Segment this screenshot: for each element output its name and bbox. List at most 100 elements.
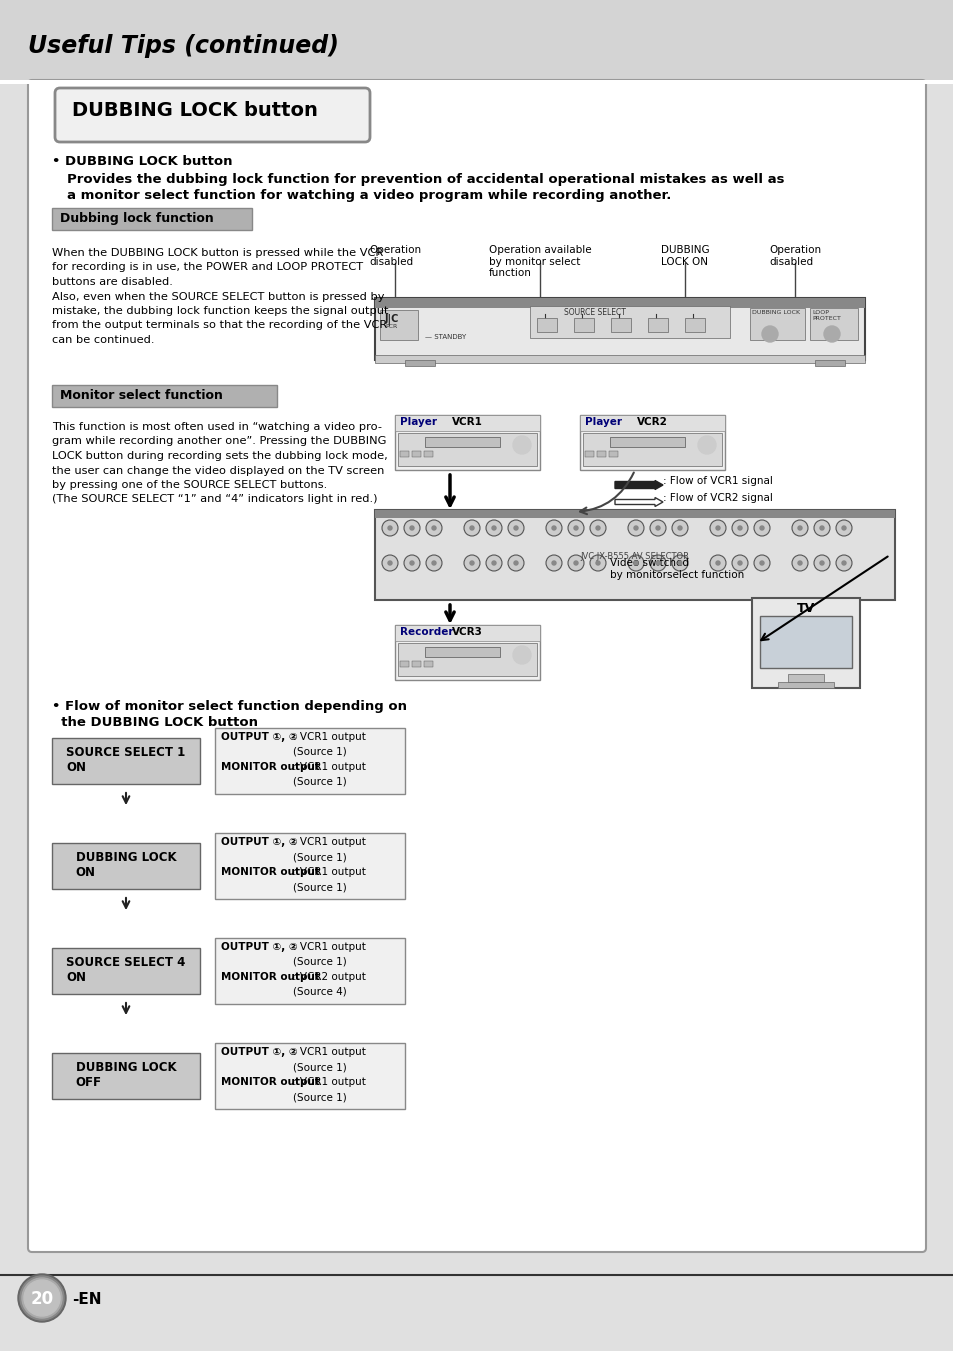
Text: can be continued.: can be continued. xyxy=(52,335,154,345)
Circle shape xyxy=(841,561,845,565)
Bar xyxy=(399,451,409,457)
Text: for recording is in use, the POWER and LOOP PROTECT: for recording is in use, the POWER and L… xyxy=(52,262,363,273)
Bar xyxy=(52,948,200,994)
Circle shape xyxy=(22,1278,62,1319)
Circle shape xyxy=(426,520,441,536)
Circle shape xyxy=(797,526,801,530)
Circle shape xyxy=(574,526,578,530)
Bar xyxy=(395,626,539,680)
Text: OUTPUT ①, ②: OUTPUT ①, ② xyxy=(221,838,297,847)
Text: Dubbing lock function: Dubbing lock function xyxy=(60,212,213,226)
Circle shape xyxy=(485,520,501,536)
Circle shape xyxy=(791,555,807,571)
Bar xyxy=(375,299,864,359)
Circle shape xyxy=(731,520,747,536)
Bar xyxy=(584,451,594,457)
Circle shape xyxy=(656,561,659,565)
Text: — STANDBY: — STANDBY xyxy=(424,334,466,340)
Text: SOURCE SELECT 1
ON: SOURCE SELECT 1 ON xyxy=(67,746,186,774)
Circle shape xyxy=(671,555,687,571)
Bar xyxy=(375,509,894,600)
Circle shape xyxy=(835,520,851,536)
Circle shape xyxy=(567,555,583,571)
Bar xyxy=(582,434,721,466)
Circle shape xyxy=(403,520,419,536)
Circle shape xyxy=(716,526,720,530)
Bar xyxy=(52,385,276,407)
Text: MONITOR output: MONITOR output xyxy=(221,762,319,771)
Circle shape xyxy=(813,520,829,536)
Bar xyxy=(424,647,499,657)
Text: DUBBING LOCK
OFF: DUBBING LOCK OFF xyxy=(75,1061,176,1089)
Circle shape xyxy=(716,561,720,565)
Text: Operation
disabled: Operation disabled xyxy=(369,245,420,266)
Bar xyxy=(809,308,857,340)
Bar xyxy=(610,317,630,332)
Bar xyxy=(579,415,724,431)
Text: LOCK button during recording sets the dubbing lock mode,: LOCK button during recording sets the du… xyxy=(52,451,387,461)
Circle shape xyxy=(678,561,681,565)
Bar xyxy=(375,299,864,308)
Circle shape xyxy=(492,526,496,530)
Text: : VCR1 output: : VCR1 output xyxy=(293,942,366,952)
Text: -EN: -EN xyxy=(71,1292,101,1306)
Circle shape xyxy=(507,520,523,536)
Text: (Source 1): (Source 1) xyxy=(293,1092,346,1102)
Circle shape xyxy=(545,520,561,536)
Bar xyxy=(412,451,420,457)
Text: OUTPUT ①, ②: OUTPUT ①, ② xyxy=(221,942,297,952)
Text: a monitor select function for watching a video program while recording another.: a monitor select function for watching a… xyxy=(67,189,671,203)
Text: OUTPUT ①, ②: OUTPUT ①, ② xyxy=(221,1047,297,1056)
Circle shape xyxy=(589,520,605,536)
Bar xyxy=(397,434,537,466)
Bar xyxy=(530,305,729,338)
Bar xyxy=(423,451,433,457)
Circle shape xyxy=(698,436,716,454)
FancyBboxPatch shape xyxy=(55,88,370,142)
Bar xyxy=(214,1043,405,1109)
Bar xyxy=(537,317,557,332)
Text: DUBBING
LOCK ON: DUBBING LOCK ON xyxy=(660,245,709,266)
Bar xyxy=(395,626,539,640)
Bar xyxy=(0,0,953,82)
FancyArrow shape xyxy=(615,481,662,489)
Circle shape xyxy=(656,526,659,530)
Text: : Flow of VCR2 signal: : Flow of VCR2 signal xyxy=(662,493,772,503)
Circle shape xyxy=(485,555,501,571)
Bar xyxy=(395,415,539,431)
Text: When the DUBBING LOCK button is pressed while the VCR: When the DUBBING LOCK button is pressed … xyxy=(52,249,383,258)
Bar xyxy=(214,728,405,794)
Text: Provides the dubbing lock function for prevention of accidental operational mist: Provides the dubbing lock function for p… xyxy=(67,173,783,186)
Circle shape xyxy=(470,526,474,530)
Bar xyxy=(405,359,435,366)
Circle shape xyxy=(514,526,517,530)
Text: Operation
disabled: Operation disabled xyxy=(768,245,821,266)
Circle shape xyxy=(410,526,414,530)
Text: : VCR1 output: : VCR1 output xyxy=(293,762,366,771)
Text: OUTPUT ①, ②: OUTPUT ①, ② xyxy=(221,732,297,742)
Circle shape xyxy=(514,561,517,565)
Circle shape xyxy=(432,526,436,530)
Circle shape xyxy=(596,526,599,530)
Circle shape xyxy=(709,520,725,536)
Text: VCR1: VCR1 xyxy=(452,417,482,427)
Circle shape xyxy=(20,1275,64,1320)
Circle shape xyxy=(545,555,561,571)
Circle shape xyxy=(410,561,414,565)
Bar xyxy=(574,317,594,332)
Circle shape xyxy=(18,1274,66,1323)
Bar xyxy=(52,208,252,230)
Bar xyxy=(424,436,499,447)
Text: Video switched
by monitorselect function: Video switched by monitorselect function xyxy=(609,558,743,580)
Circle shape xyxy=(841,526,845,530)
FancyBboxPatch shape xyxy=(28,80,925,1252)
Bar xyxy=(647,317,667,332)
Circle shape xyxy=(574,561,578,565)
Text: MONITOR output: MONITOR output xyxy=(221,1077,319,1088)
Text: : Flow of VCR1 signal: : Flow of VCR1 signal xyxy=(662,476,772,486)
Text: VCR2: VCR2 xyxy=(637,417,667,427)
Text: This function is most often used in “watching a video pro-: This function is most often used in “wat… xyxy=(52,422,381,432)
Circle shape xyxy=(649,555,665,571)
Text: • DUBBING LOCK button: • DUBBING LOCK button xyxy=(52,155,233,168)
Bar xyxy=(787,674,823,682)
